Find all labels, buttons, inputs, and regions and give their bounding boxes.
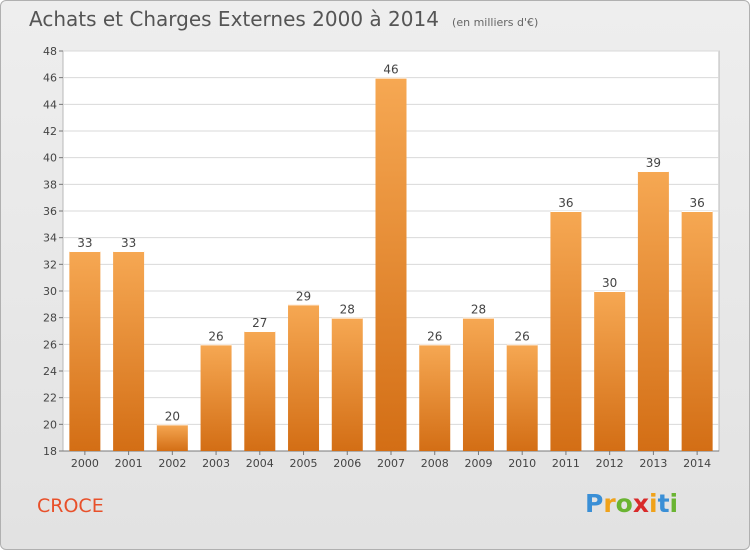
bar-value-label: 27: [252, 316, 267, 330]
bar-value-label: 36: [558, 196, 573, 210]
bar-value-label: 28: [471, 303, 486, 317]
bar: [594, 291, 626, 451]
logo-letter: i: [669, 489, 679, 518]
y-tick-label: 28: [43, 312, 57, 325]
chart-title: Achats et Charges Externes 2000 à 2014: [29, 7, 439, 31]
y-tick-label: 38: [43, 178, 57, 191]
bar-value-label: 20: [165, 409, 180, 423]
x-tick-label: 2001: [115, 457, 143, 470]
x-tick-label: 2002: [158, 457, 186, 470]
x-tick-label: 2008: [421, 457, 449, 470]
bar-value-label: 46: [383, 63, 398, 77]
bar-value-label: 26: [515, 329, 530, 343]
bar-value-label: 26: [427, 329, 442, 343]
bar-value-label: 28: [340, 303, 355, 317]
y-tick-label: 44: [43, 98, 57, 111]
x-tick-label: 2014: [683, 457, 711, 470]
bar: [637, 171, 669, 451]
bar: [331, 317, 363, 451]
y-tick-label: 46: [43, 72, 57, 85]
x-tick-label: 2013: [639, 457, 667, 470]
x-tick-label: 2004: [246, 457, 274, 470]
bar-value-label: 26: [208, 329, 223, 343]
logo-letter: P: [585, 489, 604, 518]
y-tick-label: 20: [43, 418, 57, 431]
bar: [550, 211, 582, 451]
x-tick-label: 2009: [464, 457, 492, 470]
logo-letter: o: [615, 489, 633, 518]
y-tick-label: 32: [43, 258, 57, 271]
bar-value-label: 36: [689, 196, 704, 210]
x-tick-label: 2012: [596, 457, 624, 470]
x-tick-label: 2003: [202, 457, 230, 470]
bar: [156, 424, 188, 451]
bar: [681, 211, 713, 451]
bar-value-label: 30: [602, 276, 617, 290]
bar-value-label: 33: [77, 236, 92, 250]
logo-letter: i: [649, 489, 658, 518]
y-tick-label: 30: [43, 285, 57, 298]
chart-subtitle: (en milliers d'€): [452, 16, 539, 29]
x-tick-label: 2011: [552, 457, 580, 470]
y-tick-label: 36: [43, 205, 57, 218]
x-tick-label: 2006: [333, 457, 361, 470]
y-tick-label: 34: [43, 232, 57, 245]
bar: [375, 77, 407, 452]
title-row: Achats et Charges Externes 2000 à 2014 (…: [29, 7, 538, 31]
bar: [462, 317, 494, 451]
y-tick-label: 24: [43, 365, 57, 378]
logo-letter: x: [632, 489, 649, 518]
bar: [200, 344, 232, 451]
y-tick-label: 40: [43, 152, 57, 165]
y-tick-label: 42: [43, 125, 57, 138]
y-tick-label: 26: [43, 338, 57, 351]
y-tick-label: 18: [43, 445, 57, 458]
y-tick-label: 22: [43, 392, 57, 405]
bar: [244, 331, 276, 451]
bar: [288, 304, 320, 451]
bar: [69, 251, 101, 451]
x-tick-label: 2007: [377, 457, 405, 470]
commune-name: CROCE: [37, 495, 104, 517]
logo-letter: t: [657, 489, 670, 518]
x-tick-label: 2005: [290, 457, 318, 470]
bar: [506, 344, 538, 451]
y-tick-label: 48: [43, 45, 57, 58]
bar-value-label: 33: [121, 236, 136, 250]
bar: [113, 251, 145, 451]
x-tick-label: 2000: [71, 457, 99, 470]
x-tick-label: 2010: [508, 457, 536, 470]
proxiti-logo: Proxiti: [585, 489, 678, 518]
logo-letter: r: [603, 489, 616, 518]
bar-value-label: 39: [646, 156, 661, 170]
bar-value-label: 29: [296, 289, 311, 303]
bar: [419, 344, 451, 451]
